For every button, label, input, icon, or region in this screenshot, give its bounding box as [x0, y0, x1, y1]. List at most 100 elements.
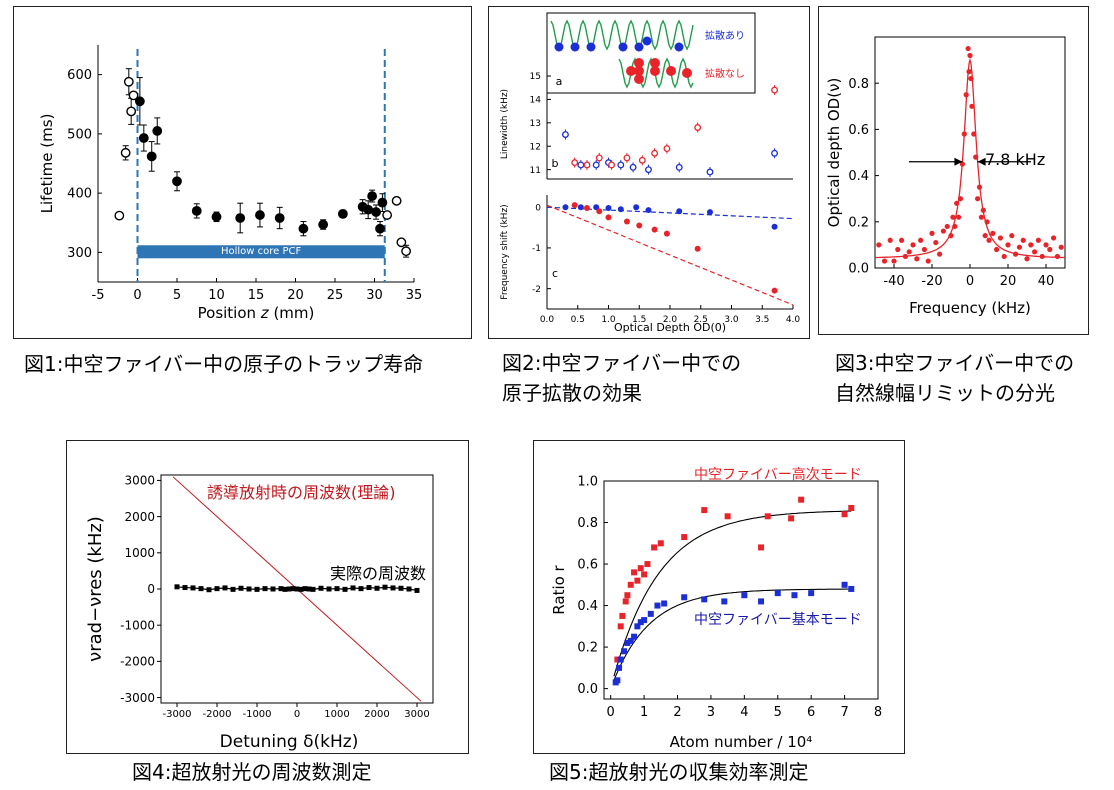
- fig1-xtick-label: 0: [133, 288, 141, 303]
- fig4-ytick-label: 3000: [124, 474, 155, 488]
- fig5-ytick-label: 0.6: [577, 558, 598, 573]
- fig3-point: [976, 184, 983, 190]
- fig2-c-point-blue: [605, 205, 612, 212]
- fig3-point: [944, 223, 950, 230]
- fig3-point: [950, 214, 956, 220]
- fig5-xtick-label: 2: [673, 705, 681, 720]
- fig2-atom-blue: [642, 36, 652, 46]
- fig5-point-red: [644, 561, 651, 568]
- fig4-actual-point: [290, 586, 296, 592]
- fig2-c-point-blue: [771, 223, 778, 230]
- fig4-actual-point: [342, 586, 348, 592]
- fig3-point: [963, 92, 969, 98]
- fig2-xtick-label: 4.0: [786, 315, 801, 325]
- fig4-actual-point: [398, 585, 404, 591]
- fig5-point-blue: [637, 619, 644, 626]
- fig3-point: [961, 131, 967, 137]
- fig2-c-point-blue: [645, 207, 652, 214]
- fig5-point-red: [651, 544, 658, 551]
- fig2-b-point-red: [638, 156, 646, 164]
- fig5-xtick-label: 5: [774, 705, 782, 720]
- fig4-actual-point: [282, 586, 288, 592]
- fig5-point-red: [622, 598, 629, 605]
- fig2-b-point-blue: [675, 163, 683, 171]
- fig4-actual-point: [382, 584, 388, 590]
- fig5-point-blue: [848, 585, 855, 592]
- fig2-c-point-blue: [676, 208, 683, 215]
- fig5-fit-curve-blue: [613, 588, 852, 681]
- fig2-atom-red: [666, 66, 676, 76]
- fig2-label-c: c: [552, 267, 558, 280]
- fig5-point-blue: [624, 639, 631, 646]
- fig5-xlabel: Atom number / 10⁴: [670, 733, 813, 751]
- fig3-point: [971, 131, 977, 137]
- fig1-point-filled: [146, 151, 157, 162]
- fig3-xtick-label: -20: [921, 274, 942, 289]
- fig5-point-red: [798, 496, 805, 503]
- fig3-point: [954, 200, 960, 206]
- fig2-xtick-label: 2.5: [694, 315, 708, 325]
- fig4-actual-point: [302, 586, 308, 592]
- fig5-ylabel: Ratio r: [550, 564, 568, 614]
- fig5-fit-curve-red: [613, 510, 852, 677]
- fig3-xtick-label: -40: [883, 274, 904, 289]
- fig1-point-filled: [235, 213, 246, 223]
- fig2-atom-red: [650, 58, 660, 68]
- fig5-point-red: [657, 540, 664, 547]
- fig5-point-red: [641, 571, 648, 578]
- fig1-point-filled: [211, 211, 222, 222]
- fig2-b-ytick-label: 13: [530, 119, 541, 129]
- fig2-c-point-red: [694, 245, 701, 252]
- fig1-point-filled: [337, 208, 348, 219]
- fig3-point: [966, 69, 972, 75]
- fig1-pcf-label: Hollow core PCF: [221, 246, 302, 257]
- fig2-b-point-blue: [561, 131, 569, 138]
- fig3-point: [902, 253, 908, 260]
- fig3-point: [881, 258, 888, 264]
- fig3-ytick-label: 0.2: [848, 215, 869, 230]
- fig4-actual-point: [406, 586, 412, 592]
- fig2-caption-line1: 図2:中空ファイバー中での: [502, 351, 742, 375]
- fig5-legend-high-order: 中空ファイバー高次モード: [694, 466, 862, 483]
- fig1-chart: -5 0 5 10 15 20 25 30 35 300 400 500 600 Hollow core …: [38, 45, 422, 322]
- fig5-chart: 0 1 2 3 4 5 6 7 8 0.0 0.2 0.4 0.6 0.8 1.0 中空ファイバー高次モード中…: [550, 466, 882, 751]
- fig3-point: [891, 258, 897, 264]
- fig5-point-blue: [631, 633, 638, 640]
- fig3-point: [910, 242, 916, 248]
- fig2-xtick-label: 0.0: [540, 315, 555, 325]
- fig2-xtick-label: 1.0: [601, 315, 616, 325]
- fig4-actual-point: [286, 586, 292, 592]
- fig3-point: [895, 246, 901, 253]
- fig3-point: [906, 249, 912, 255]
- fig1-xtick-label: 20: [287, 288, 304, 303]
- fig4-actual-point: [334, 586, 340, 592]
- fig1-point-filled: [377, 197, 388, 208]
- fig5-point-red: [624, 592, 631, 599]
- fig2-panel-a-box: [546, 12, 756, 94]
- fig3-point: [986, 237, 992, 243]
- fig4-ytick-label: 2000: [124, 510, 155, 524]
- fig3-point: [929, 230, 935, 236]
- fig1-point-filled: [191, 205, 202, 216]
- fig3-point: [940, 228, 946, 234]
- fig5-point-red: [627, 581, 634, 588]
- fig3-point: [1024, 256, 1030, 262]
- fig4-actual-point: [298, 586, 304, 592]
- fig2-c-point-red: [623, 218, 630, 225]
- fig2-b-point-red: [583, 161, 591, 169]
- fig3-point: [956, 214, 962, 220]
- fig1-xtick-label: 10: [208, 288, 225, 303]
- fig2-atom-blue: [570, 42, 580, 52]
- fig2-c-ytick-label: 0: [535, 203, 541, 213]
- fig5-point-red: [617, 623, 624, 630]
- fig3-point: [933, 239, 939, 246]
- fig5-point-blue: [661, 600, 668, 607]
- fig4-actual-label: 実際の周波数: [330, 564, 426, 583]
- fig2-b-point-red: [571, 159, 579, 167]
- fig4-ytick-label: -2000: [120, 655, 155, 669]
- fig5-point-blue: [721, 598, 728, 605]
- fig1-point-filled: [367, 191, 378, 201]
- fig5-point-red: [841, 511, 848, 518]
- fig2-c-fit-blue: [546, 206, 794, 220]
